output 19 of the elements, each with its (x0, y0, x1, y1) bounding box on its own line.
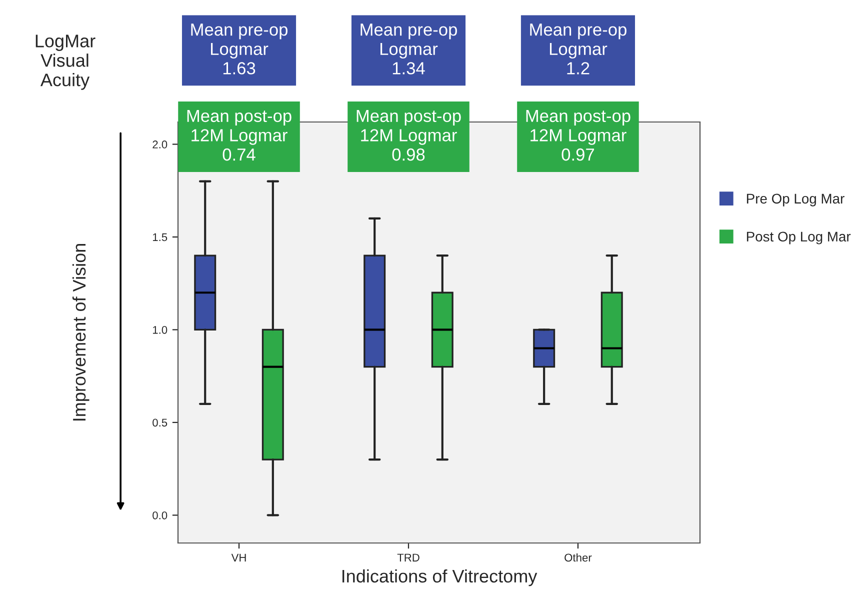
annotation: Mean post-op 12M Logmar 0.97 (526, 110, 630, 161)
y-tick-label: 2.0 (152, 140, 168, 148)
y-tick-label: 1.0 (152, 326, 168, 334)
y-axis-title: Improvement of Vision (72, 244, 90, 420)
x-tick-label: Other (564, 553, 592, 562)
text: Mean pre-op Logmar 1.2 (530, 24, 626, 74)
annotation: Mean post-op 12M Logmar 0.74 (187, 110, 292, 161)
x-tick-label: TRD (397, 554, 420, 562)
y-tick-label: 0.0 (152, 511, 168, 520)
x-axis-title: Indications of Vitrectomy (342, 569, 538, 586)
text: LogMar Visual Acuity (36, 34, 96, 90)
legend-label: Pre Op Log Mar (746, 194, 844, 206)
annotation: Mean post-op 12M Logmar 0.98 (356, 110, 461, 161)
y-tick-label: 0.5 (152, 418, 168, 427)
legend-label: Post Op Log Mar (746, 232, 851, 244)
text: Mean pre-op Logmar 1.63 (191, 24, 288, 74)
text: Mean pre-op Logmar 1.34 (360, 24, 457, 74)
x-tick-label: VH (231, 554, 246, 562)
y-tick-label: 1.5 (152, 233, 168, 242)
